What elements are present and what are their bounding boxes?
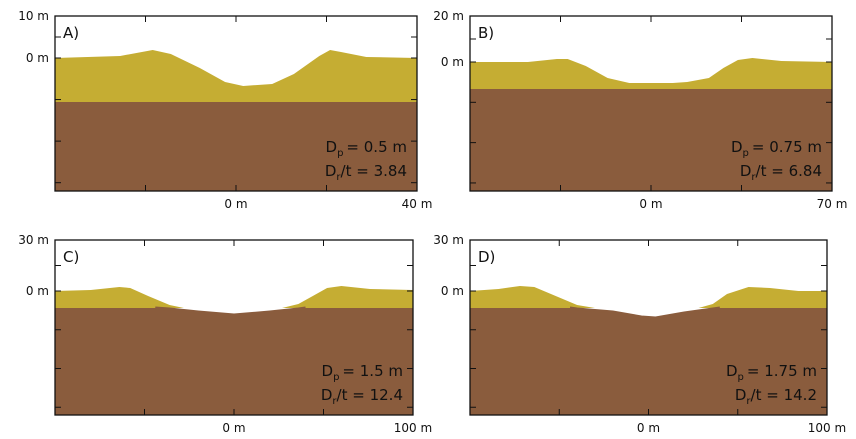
- panel-a: 10 m 0 m 0 m 40 m A) Dp = 0.5 m Dr/t = 3.84: [18, 9, 432, 211]
- ejecta-layer: [470, 286, 827, 317]
- panel-label: A): [63, 24, 79, 42]
- y-tick-label-top: 20 m: [433, 9, 464, 23]
- panel-label: B): [478, 24, 494, 42]
- ejecta-layer: [55, 50, 417, 102]
- panel-d: 30 m 0 m 0 m 100 m D) Dp = 1.75 m Dr/t = 14.2: [433, 233, 846, 435]
- target-layer: [55, 102, 417, 191]
- x-tick-label-right: 100 m: [808, 421, 846, 435]
- x-tick-label-zero: 0 m: [222, 421, 245, 435]
- ejecta-layer: [470, 58, 832, 89]
- y-tick-label-zero: 0 m: [441, 55, 464, 69]
- crater-cavity: [148, 308, 313, 314]
- target-layer: [470, 308, 827, 415]
- x-tick-label-right: 40 m: [402, 197, 433, 211]
- projectile-diameter-label: Dp = 1.75 m: [726, 362, 817, 383]
- target-layer: [55, 308, 413, 415]
- x-tick-label-zero: 0 m: [637, 421, 660, 435]
- ejecta-layer: [55, 286, 413, 314]
- crater-floor: [569, 306, 721, 320]
- projectile-diameter-label: Dp = 0.5 m: [326, 138, 408, 159]
- y-tick-label-zero: 0 m: [441, 284, 464, 298]
- y-tick-label-zero: 0 m: [26, 284, 49, 298]
- panel-label: D): [478, 248, 495, 266]
- panel-b: 20 m 0 m 0 m 70 m B) Dp = 0.75 m Dr/t = 6.84: [433, 9, 847, 211]
- y-tick-label-top: 10 m: [18, 9, 49, 23]
- x-tick-label-right: 100 m: [394, 421, 432, 435]
- y-tick-label-top: 30 m: [433, 233, 464, 247]
- y-tick-label-top: 30 m: [18, 233, 49, 247]
- y-tick-label-zero: 0 m: [26, 51, 49, 65]
- x-tick-label-right: 70 m: [817, 197, 848, 211]
- depth-ratio-label: Dr/t = 6.84: [740, 162, 822, 183]
- panel-c: 30 m 0 m 0 m 100 m C) Dp = 1.5 m Dr/t = 12.4: [18, 233, 432, 435]
- x-tick-label-zero: 0 m: [639, 197, 662, 211]
- depth-ratio-label: Dr/t = 12.4: [321, 386, 403, 407]
- x-tick-label-zero: 0 m: [224, 197, 247, 211]
- panel-label: C): [63, 248, 79, 266]
- projectile-diameter-label: Dp = 1.5 m: [322, 362, 404, 383]
- crater-floor: [155, 306, 306, 317]
- depth-ratio-label: Dr/t = 3.84: [325, 162, 407, 183]
- target-layer: [470, 89, 832, 191]
- depth-ratio-label: Dr/t = 14.2: [735, 386, 817, 407]
- projectile-diameter-label: Dp = 0.75 m: [731, 138, 822, 159]
